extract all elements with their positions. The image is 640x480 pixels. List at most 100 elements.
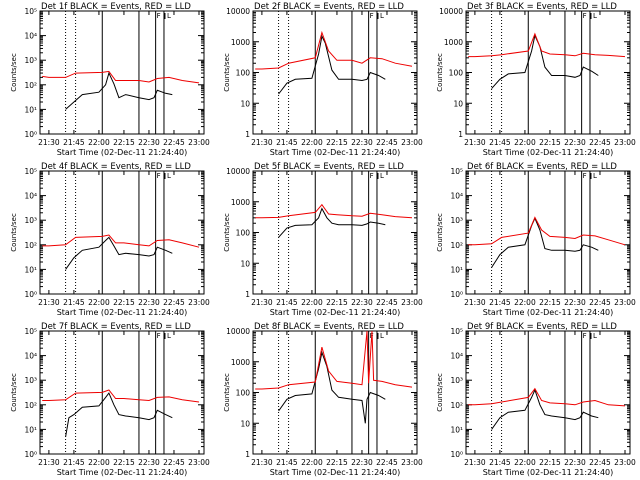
y-tick-label: 1 — [245, 450, 250, 459]
panel-title: Det 7f BLACK = Events, RED = LLD — [41, 322, 191, 332]
y-tick-label: 10¹ — [450, 265, 463, 274]
flag-l-label: L — [167, 172, 171, 180]
y-tick-label: 10² — [24, 241, 37, 250]
detector-panel: Det 9f BLACK = Events, RED = LLD Counts/s… — [436, 322, 636, 477]
x-axis-label: Start Time (02-Dec-11 21:24:40) — [57, 468, 188, 477]
x-tick-label: 22:15 — [113, 458, 135, 467]
x-tick-label: 21:30 — [251, 138, 273, 147]
x-tick-label: 22:00 — [301, 298, 323, 307]
y-tick-label: 10¹ — [450, 425, 463, 434]
x-axis-label: Start Time (02-Dec-11 21:24:40) — [270, 468, 401, 477]
x-tick-label: 22:00 — [301, 138, 323, 147]
y-tick-label: 10⁵ — [24, 167, 37, 176]
y-tick-label: 1 — [458, 130, 463, 139]
y-axis-label: Counts/sec — [436, 213, 444, 252]
panel-title: Det 6f BLACK = Events, RED = LLD — [467, 162, 617, 172]
flag-l-label: L — [167, 332, 171, 340]
y-tick-label: 10⁵ — [450, 167, 463, 176]
x-tick-label: 21:30 — [251, 458, 273, 467]
x-tick-label: 22:45 — [376, 298, 398, 307]
x-axis-label: Start Time (02-Dec-11 21:24:40) — [483, 308, 614, 317]
y-tick-label: 10⁰ — [24, 130, 37, 139]
y-tick-label: 10¹ — [24, 265, 37, 274]
flag-f-label: F — [370, 12, 374, 20]
x-tick-label: 22:45 — [163, 298, 185, 307]
y-tick-label: 1000 — [231, 198, 250, 207]
y-tick-label: 10 — [240, 419, 250, 428]
x-tick-label: 22:45 — [589, 138, 611, 147]
panel-title: Det 3f BLACK = Events, RED = LLD — [467, 2, 617, 12]
x-tick-label: 22:15 — [326, 458, 348, 467]
y-tick-label: 10⁴ — [450, 192, 463, 201]
y-tick-label: 10⁵ — [24, 327, 37, 336]
flag-l-label: L — [380, 332, 384, 340]
x-tick-label: 22:15 — [539, 298, 561, 307]
detector-panel: Det 8f BLACK = Events, RED = LLD Counts/s… — [223, 322, 423, 477]
x-tick-label: 21:30 — [251, 298, 273, 307]
x-tick-label: 23:00 — [401, 458, 423, 467]
x-tick-label: 21:30 — [464, 298, 486, 307]
lld-series-line — [468, 216, 626, 246]
x-tick-label: 22:30 — [138, 458, 160, 467]
x-tick-label: 21:30 — [38, 138, 60, 147]
detector-panel: Det 3f BLACK = Events, RED = LLD Counts/s… — [436, 2, 636, 157]
lld-series-line — [255, 330, 413, 390]
y-tick-label: 10000 — [439, 7, 463, 16]
events-series-line — [65, 236, 173, 270]
lld-series-line — [468, 32, 626, 58]
x-tick-label: 22:00 — [88, 138, 110, 147]
y-tick-label: 10 — [453, 99, 463, 108]
x-tick-label: 22:45 — [163, 138, 185, 147]
y-tick-label: 10² — [24, 81, 37, 90]
panel-title: Det 8f BLACK = Events, RED = LLD — [254, 322, 404, 332]
x-tick-label: 21:45 — [276, 138, 298, 147]
y-axis-label: Counts/sec — [436, 373, 444, 412]
plot-frame — [252, 170, 418, 295]
plot-frame — [39, 170, 205, 295]
y-tick-label: 1000 — [231, 358, 250, 367]
y-tick-label: 10000 — [226, 7, 250, 16]
lld-series-line — [42, 389, 200, 403]
flag-f-label: F — [583, 12, 587, 20]
y-tick-label: 10⁴ — [24, 192, 37, 201]
x-tick-label: 22:45 — [376, 458, 398, 467]
y-tick-label: 1000 — [231, 38, 250, 47]
flag-l-label: L — [593, 172, 597, 180]
flag-l-label: L — [167, 12, 171, 20]
x-tick-label: 21:45 — [63, 138, 85, 147]
y-tick-label: 10³ — [24, 376, 37, 385]
x-tick-label: 22:00 — [88, 458, 110, 467]
y-tick-label: 10¹ — [24, 425, 37, 434]
y-tick-label: 10⁰ — [450, 290, 463, 299]
y-axis-label: Counts/sec — [223, 213, 231, 252]
y-axis-label: Counts/sec — [223, 373, 231, 412]
x-tick-label: 22:15 — [326, 298, 348, 307]
detector-panel: Det 5f BLACK = Events, RED = LLD Counts/s… — [223, 162, 423, 317]
x-tick-label: 22:45 — [376, 138, 398, 147]
panel-title: Det 5f BLACK = Events, RED = LLD — [254, 162, 404, 172]
x-tick-label: 22:30 — [564, 298, 586, 307]
x-axis-label: Start Time (02-Dec-11 21:24:40) — [57, 308, 188, 317]
panel-title: Det 9f BLACK = Events, RED = LLD — [467, 322, 617, 332]
y-tick-label: 10² — [24, 401, 37, 410]
y-tick-label: 10² — [450, 241, 463, 250]
x-tick-label: 22:30 — [351, 458, 373, 467]
lld-series-line — [255, 30, 413, 70]
lld-series-line — [255, 203, 413, 219]
y-tick-label: 10⁰ — [24, 450, 37, 459]
flag-f-label: F — [157, 332, 161, 340]
y-tick-label: 10² — [450, 401, 463, 410]
y-tick-label: 10⁵ — [450, 327, 463, 336]
lld-series-line — [468, 387, 626, 407]
x-tick-label: 22:30 — [351, 298, 373, 307]
x-tick-label: 21:45 — [63, 458, 85, 467]
flag-f-label: F — [583, 172, 587, 180]
x-tick-label: 22:45 — [163, 458, 185, 467]
y-tick-label: 1 — [245, 130, 250, 139]
detector-panel: Det 2f BLACK = Events, RED = LLD Counts/s… — [223, 2, 423, 157]
plot-frame — [252, 10, 418, 135]
x-tick-label: 21:30 — [464, 458, 486, 467]
panel-title: Det 4f BLACK = Events, RED = LLD — [41, 162, 191, 172]
y-tick-label: 10⁴ — [450, 352, 463, 361]
